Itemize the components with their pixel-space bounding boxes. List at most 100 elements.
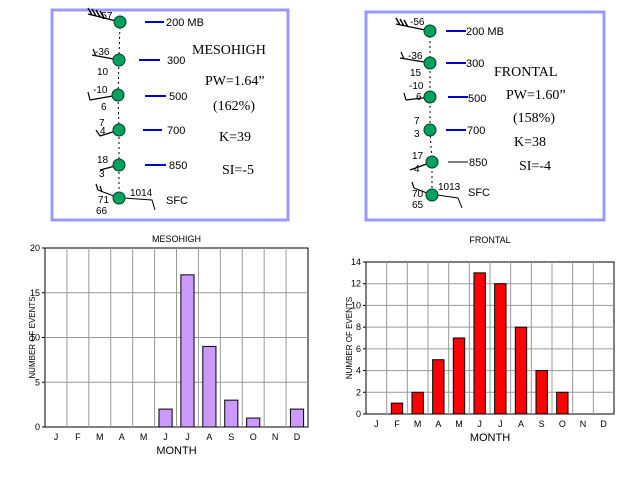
frontal-ytick-label: 2	[356, 387, 361, 397]
mesohigh-500-dewpoint: 6	[101, 102, 107, 113]
mesohigh-dot-sfc	[112, 191, 126, 205]
frontal-pw-percent: (158%)	[513, 111, 555, 126]
mesohigh-xtick-label: D	[294, 432, 301, 442]
frontal-pw: PW=1.60”	[506, 88, 566, 103]
frontal-ytick-label: 6	[356, 344, 361, 354]
mesohigh-bar	[158, 408, 173, 428]
frontal-level-500-label: 500	[468, 93, 486, 105]
mesohigh-xtick-label: J	[163, 432, 168, 442]
mesohigh-850-temp: 18	[97, 155, 109, 166]
mesohigh-dot-200	[113, 15, 127, 29]
frontal-sfc-isobar	[436, 194, 463, 209]
frontal-dot-850	[425, 155, 439, 169]
mesohigh-xtick-label: M	[96, 432, 104, 442]
mesohigh-xtick-label: A	[119, 432, 125, 442]
frontal-850-dewpoint: 4	[414, 164, 420, 175]
frontal-xtick-label: M	[455, 419, 463, 429]
frontal-wind-barb-200	[395, 17, 431, 32]
mesohigh-level-300-label: 300	[167, 55, 185, 67]
frontal-dot-500	[423, 90, 437, 104]
frontal-xtick-label: D	[600, 419, 607, 429]
mesohigh-850-dewpoint: 3	[99, 169, 105, 180]
mesohigh-dot-500	[111, 88, 125, 102]
frontal-level-sfc-label: SFC	[468, 187, 490, 199]
frontal-dot-300	[423, 56, 437, 70]
mesohigh-sfc-pressure: 1014	[130, 188, 153, 199]
mesohigh-level-850-label: 850	[169, 160, 187, 172]
frontal-bar	[473, 272, 486, 415]
frontal-sfc-temp: 70	[412, 189, 424, 200]
frontal-bar	[535, 370, 548, 415]
frontal-bar-chart: 0 2 4 6 8 10 12 14 J F M A M J J A S O N D FRONTAL MONTH NUMBE…	[345, 235, 615, 444]
mesohigh-sfc-isobar	[123, 197, 156, 211]
frontal-bar	[514, 326, 528, 415]
mesohigh-x-axis-label: MONTH	[156, 445, 196, 457]
frontal-level-300-label: 300	[466, 58, 484, 70]
frontal-xtick-label: J	[498, 419, 503, 429]
mesohigh-xtick-label: A	[206, 432, 212, 442]
mesohigh-ytick-label: 0	[35, 422, 40, 432]
frontal-500-temp: -10	[409, 81, 424, 92]
mesohigh-ytick-label: 5	[35, 377, 40, 387]
frontal-sounding-panel: 200 MB 300 500 700 850 SFC -56 -36 15 -1…	[364, 10, 606, 222]
frontal-ytick-label: 0	[356, 409, 361, 419]
mesohigh-k-index: K=39	[219, 130, 251, 145]
mesohigh-dot-300	[112, 53, 126, 67]
mesohigh-dot-850	[112, 158, 126, 172]
mesohigh-sfc-temp: 71	[98, 195, 110, 206]
frontal-level-200-label: 200 MB	[466, 26, 504, 38]
frontal-ytick-label: 4	[356, 366, 361, 376]
mesohigh-xtick-label: M	[140, 432, 148, 442]
mesohigh-pw-percent: (162%)	[213, 99, 255, 114]
frontal-xtick-label: O	[559, 419, 566, 429]
mesohigh-level-700-label: 700	[167, 125, 185, 137]
frontal-k-index: K=38	[514, 135, 546, 150]
frontal-bar	[556, 391, 569, 415]
mesohigh-200-temp: -57	[98, 11, 113, 22]
frontal-si-index: SI=-4	[519, 159, 551, 174]
mesohigh-panel-title: MESOHIGH	[192, 43, 266, 58]
mesohigh-bar	[289, 408, 305, 428]
mesohigh-xtick-label: J	[54, 432, 59, 442]
mesohigh-level-sfc-label: SFC	[166, 195, 188, 207]
frontal-700-dewpoint: 3	[414, 129, 420, 140]
mesohigh-bar	[202, 345, 217, 428]
frontal-y-axis-label: NUMBER OF EVENTS	[345, 297, 354, 379]
frontal-xtick-label: S	[539, 419, 545, 429]
frontal-dot-sfc	[425, 188, 439, 202]
frontal-level-850-label: 850	[469, 157, 487, 169]
mesohigh-sounding-panel: 200 MB 300 500 700 850 SFC -57 -36 10 -1…	[50, 7, 290, 222]
mesohigh-xtick-label: O	[250, 432, 257, 442]
frontal-200-temp: -56	[410, 17, 425, 28]
mesohigh-ytick-label: 20	[30, 243, 40, 253]
mesohigh-pw: PW=1.64”	[205, 74, 265, 89]
frontal-xtick-label: F	[394, 419, 400, 429]
frontal-dot-200	[423, 24, 437, 38]
mesohigh-sfc-dewpoint: 66	[96, 206, 108, 217]
mesohigh-y-axis-label: NUMBER OF EVENTS	[28, 296, 37, 378]
frontal-300-dewpoint: 15	[410, 68, 422, 79]
mesohigh-wind-barb-200	[87, 7, 121, 23]
mesohigh-level-500-label: 500	[169, 91, 187, 103]
mesohigh-bar	[224, 399, 239, 428]
frontal-bar	[452, 337, 466, 415]
frontal-panel-title: FRONTAL	[494, 65, 557, 80]
frontal-level-700-label: 700	[467, 125, 485, 137]
frontal-xtick-label: M	[414, 419, 422, 429]
mesohigh-bar	[180, 274, 195, 428]
mesohigh-xtick-label: N	[272, 432, 279, 442]
mesohigh-300-temp: -36	[95, 47, 110, 58]
mesohigh-ytick-label: 10	[30, 333, 40, 343]
mesohigh-chart-title: MESOHIGH	[152, 234, 201, 244]
frontal-ytick-label: 10	[351, 300, 361, 310]
mesohigh-bar	[246, 417, 261, 428]
mesohigh-dot-700	[112, 123, 126, 137]
mesohigh-bar-chart: 0 5 10 15 20 J F M A M J J A S O N D MESOHIGH MONTH NUMBER …	[28, 234, 309, 457]
frontal-chart-title: FRONTAL	[469, 235, 510, 245]
frontal-300-temp: -36	[408, 51, 423, 62]
frontal-xtick-label: J	[374, 419, 379, 429]
frontal-xtick-label: A	[518, 419, 524, 429]
mesohigh-level-200-label: 200 MB	[166, 17, 204, 29]
frontal-dot-700	[423, 123, 437, 137]
